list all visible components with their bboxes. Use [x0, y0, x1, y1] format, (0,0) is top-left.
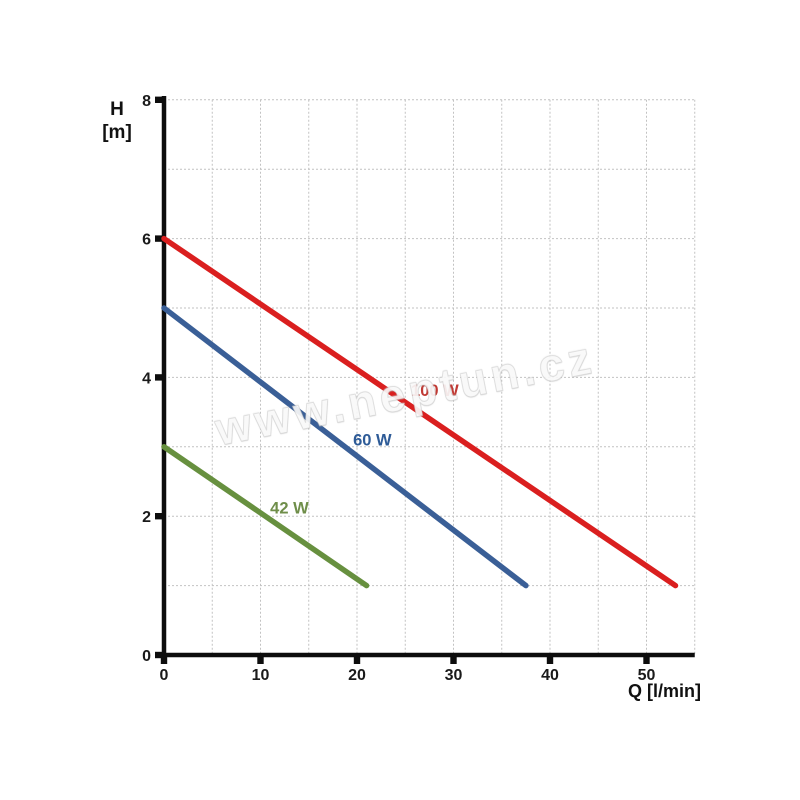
x-tick	[160, 655, 168, 664]
x-tick	[257, 655, 264, 664]
x-tick	[450, 655, 457, 664]
x-tick-label: 50	[638, 667, 656, 684]
y-tick	[155, 235, 165, 242]
y-tick-label: 0	[142, 648, 151, 665]
y-tick	[155, 513, 165, 520]
y-axis-title-line2: [m]	[102, 122, 132, 143]
y-tick	[155, 374, 165, 381]
series-line-100-w	[161, 235, 679, 589]
y-tick-label: 8	[142, 93, 151, 110]
y-tick-label: 2	[142, 509, 151, 526]
series-label-100-w: 100 W	[411, 382, 459, 400]
x-tick-label: 20	[348, 667, 366, 684]
x-tick	[353, 655, 361, 664]
series-line-60-w	[161, 305, 529, 589]
y-tick-label: 4	[142, 370, 151, 387]
x-tick-label: 0	[160, 667, 169, 684]
y-tick	[155, 651, 165, 659]
y-tick	[155, 96, 165, 103]
y-axis-title: H [m]	[87, 98, 147, 144]
series-line-42-w	[161, 444, 370, 589]
x-tick	[546, 655, 554, 664]
series-label-60-w: 60 W	[353, 431, 392, 449]
series-label-42-w: 42 W	[270, 499, 309, 517]
x-tick-label: 30	[445, 667, 463, 684]
x-tick-label: 10	[252, 667, 270, 684]
y-tick-label: 6	[142, 232, 151, 249]
y-axis-title-line1: H	[110, 99, 124, 120]
x-axis-title: Q [l/min]	[628, 681, 701, 701]
x-tick	[643, 655, 650, 664]
x-tick-label: 40	[541, 667, 559, 684]
